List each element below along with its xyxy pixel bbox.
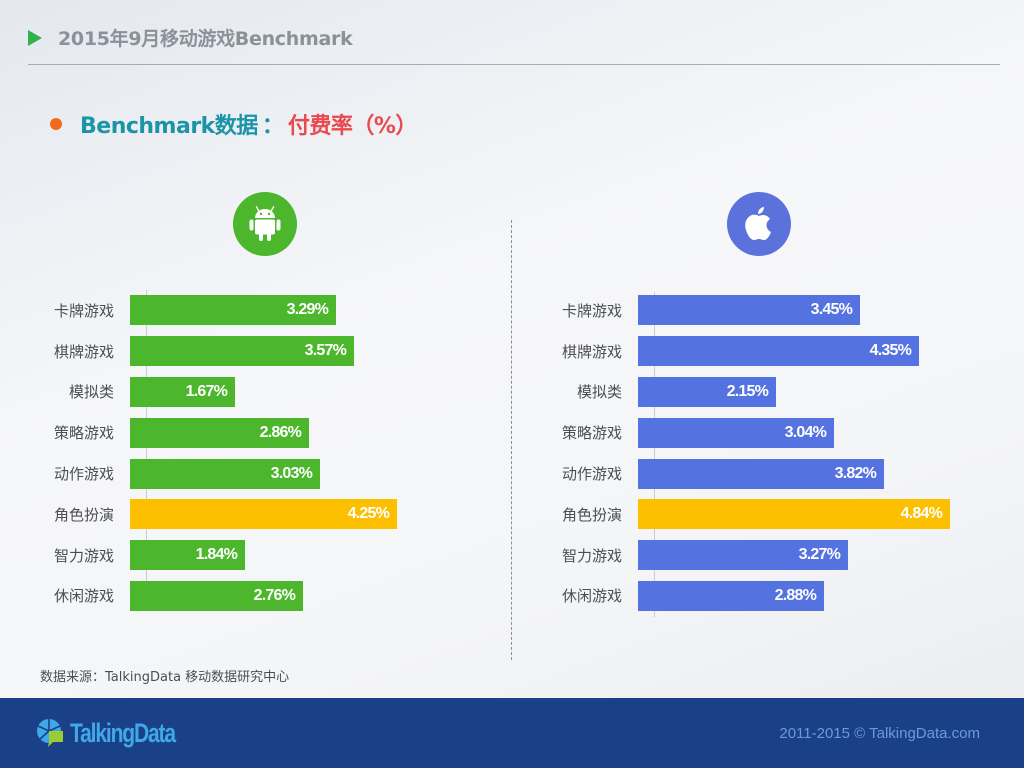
- data-source-note: 数据来源：TalkingData 移动数据研究中心: [40, 670, 290, 685]
- category-label: 卡牌游戏: [53, 301, 114, 320]
- data-bar: 3.45%: [638, 295, 860, 326]
- title-divider: [28, 64, 1000, 65]
- bar-row-highlighted: 角色扮演 4.84%: [540, 494, 950, 535]
- platform-divider: [511, 220, 512, 660]
- category-label: 角色扮演: [53, 505, 114, 524]
- category-label: 棋牌游戏: [53, 342, 114, 361]
- data-bar: 2.76%: [130, 580, 303, 611]
- data-bar: 3.27%: [638, 540, 848, 571]
- data-bar: 3.04%: [638, 417, 834, 448]
- category-label: 休闲游戏: [561, 587, 622, 606]
- category-label: 智力游戏: [561, 546, 622, 565]
- apple-icon: [727, 192, 791, 256]
- talkingdata-logo-icon: [37, 719, 63, 747]
- subtitle-main: Benchmark数据: [80, 114, 258, 139]
- data-bar: 4.35%: [638, 336, 919, 367]
- android-icon: [233, 192, 297, 256]
- category-label: 棋牌游戏: [561, 342, 622, 361]
- bar-row: 卡牌游戏 3.29%: [40, 290, 397, 331]
- bar-row: 智力游戏 1.84%: [40, 535, 397, 576]
- data-bar: 2.88%: [638, 580, 824, 611]
- logo-text: TalkingData: [70, 717, 176, 748]
- subtitle-separator: ：: [261, 114, 284, 139]
- bar-row-highlighted: 角色扮演 4.25%: [40, 494, 397, 535]
- chart-subtitle: Benchmark数据 ： 付费率（%）: [50, 108, 417, 140]
- bullet-dot-icon: [50, 118, 62, 130]
- bar-row: 动作游戏 3.03%: [40, 453, 397, 494]
- chart-axis: [654, 292, 655, 617]
- category-label: 角色扮演: [561, 505, 622, 524]
- bar-row: 策略游戏 2.86%: [40, 412, 397, 453]
- subtitle-metric: 付费率（%）: [287, 114, 418, 139]
- data-bar: 2.86%: [130, 417, 309, 448]
- category-label: 模拟类: [68, 383, 114, 402]
- category-label: 智力游戏: [53, 546, 114, 565]
- data-bar-highlight: 4.25%: [130, 499, 397, 530]
- category-label: 卡牌游戏: [561, 301, 622, 320]
- category-label: 策略游戏: [53, 424, 114, 443]
- data-bar: 3.57%: [130, 336, 354, 367]
- bar-row: 动作游戏 3.82%: [540, 453, 950, 494]
- page-title: 2015年9月移动游戏Benchmark: [58, 28, 353, 50]
- page-header: 2015年9月移动游戏Benchmark: [28, 24, 353, 51]
- data-bar: 1.67%: [130, 376, 235, 407]
- bar-row: 策略游戏 3.04%: [540, 412, 950, 453]
- data-bar-highlight: 4.84%: [638, 499, 950, 530]
- copyright-text: 2011-2015 © TalkingData.com: [779, 724, 980, 742]
- category-label: 动作游戏: [53, 465, 114, 484]
- play-triangle-icon: [28, 29, 42, 46]
- data-bar: 2.15%: [638, 376, 776, 407]
- bar-row: 模拟类 2.15%: [540, 372, 950, 413]
- category-label: 休闲游戏: [53, 587, 114, 606]
- data-bar: 3.03%: [130, 458, 320, 489]
- data-bar: 3.29%: [130, 295, 336, 326]
- android-bar-chart: 卡牌游戏 3.29% 棋牌游戏 3.57% 模拟类 1.67% 策略游戏 2.8…: [40, 290, 397, 616]
- bar-row: 卡牌游戏 3.45%: [540, 290, 950, 331]
- chart-axis: [146, 290, 147, 610]
- bar-row: 休闲游戏 2.76%: [40, 576, 397, 617]
- data-bar: 3.82%: [638, 458, 884, 489]
- footer-bar: TalkingData 2011-2015 © TalkingData.com: [0, 698, 1024, 768]
- category-label: 模拟类: [576, 383, 622, 402]
- bar-row: 棋牌游戏 3.57%: [40, 331, 397, 372]
- bar-row: 休闲游戏 2.88%: [540, 576, 950, 617]
- category-label: 策略游戏: [561, 424, 622, 443]
- talkingdata-logo: TalkingData: [36, 718, 205, 749]
- data-bar: 1.84%: [130, 540, 245, 571]
- bar-row: 棋牌游戏 4.35%: [540, 331, 950, 372]
- bar-row: 模拟类 1.67%: [40, 372, 397, 413]
- ios-bar-chart: 卡牌游戏 3.45% 棋牌游戏 4.35% 模拟类 2.15% 策略游戏 3.0…: [540, 290, 950, 617]
- bar-row: 智力游戏 3.27%: [540, 535, 950, 576]
- category-label: 动作游戏: [561, 465, 622, 484]
